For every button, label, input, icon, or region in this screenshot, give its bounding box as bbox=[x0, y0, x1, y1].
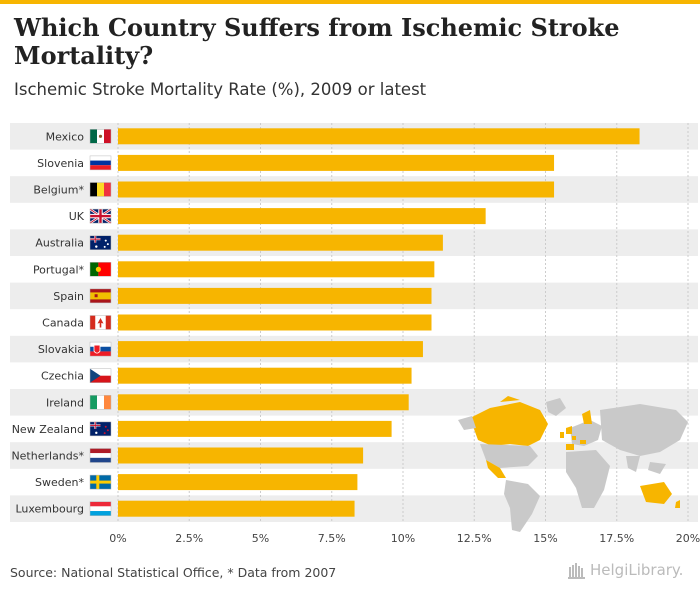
flag-lu-icon bbox=[89, 501, 112, 516]
map-uk bbox=[566, 426, 572, 434]
x-tick-label: 2.5% bbox=[175, 532, 203, 545]
map-iberia bbox=[566, 444, 574, 450]
x-tick-label: 10% bbox=[391, 532, 415, 545]
map-south-america bbox=[504, 480, 540, 532]
category-label: Australia bbox=[35, 237, 84, 250]
flag-mx-icon bbox=[89, 129, 112, 144]
map-southeast-asia bbox=[648, 462, 666, 474]
flag-cz-icon bbox=[89, 368, 112, 383]
map-india bbox=[626, 456, 640, 472]
category-label: New Zealand bbox=[12, 423, 84, 436]
flag-es-icon bbox=[89, 288, 112, 304]
map-central-europe bbox=[580, 440, 586, 444]
flag-be-icon bbox=[89, 182, 112, 197]
bar bbox=[118, 341, 423, 358]
map-ireland bbox=[560, 432, 564, 438]
category-label: Luxembourg bbox=[15, 503, 84, 516]
bar bbox=[118, 234, 443, 251]
bar bbox=[118, 314, 432, 331]
map-canada-islands bbox=[500, 396, 520, 402]
category-label: Belgium* bbox=[33, 184, 84, 197]
map-sweden bbox=[582, 410, 592, 424]
flag-au-icon bbox=[89, 235, 112, 250]
x-tick-label: 15% bbox=[533, 532, 557, 545]
library-icon bbox=[568, 563, 585, 579]
bar bbox=[118, 394, 409, 411]
map-europe bbox=[570, 420, 602, 446]
map-usa bbox=[480, 444, 538, 468]
flag-nz-icon bbox=[89, 421, 112, 437]
flag-se-icon bbox=[89, 474, 112, 490]
flag-sk-icon bbox=[89, 341, 112, 357]
source-note: Source: National Statistical Office, * D… bbox=[10, 565, 337, 580]
bar bbox=[118, 208, 486, 225]
category-label: Slovenia bbox=[37, 157, 84, 170]
map-asia bbox=[600, 404, 688, 456]
bar bbox=[118, 128, 640, 145]
category-label: Netherlands* bbox=[11, 450, 84, 463]
map-greenland bbox=[546, 398, 566, 416]
flag-pt-icon bbox=[89, 262, 112, 277]
category-label: Ireland bbox=[46, 396, 84, 409]
x-tick-label: 12.5% bbox=[457, 532, 492, 545]
x-tick-label: 5% bbox=[252, 532, 269, 545]
bar bbox=[118, 447, 364, 464]
flag-ca-icon bbox=[89, 315, 112, 330]
bar bbox=[118, 154, 555, 171]
category-label: Portugal* bbox=[33, 263, 85, 276]
map-new-zealand bbox=[675, 500, 680, 508]
x-tick-label: 20% bbox=[676, 532, 700, 545]
x-tick-label: 17.5% bbox=[599, 532, 634, 545]
bar bbox=[118, 500, 355, 517]
category-label: Slovakia bbox=[38, 343, 84, 356]
bar bbox=[118, 420, 392, 437]
category-label: Czechia bbox=[41, 370, 84, 383]
map-canada bbox=[470, 402, 548, 446]
top-accent-bar bbox=[0, 0, 700, 4]
flag-ie-icon bbox=[89, 395, 112, 410]
category-label: Mexico bbox=[46, 130, 85, 143]
category-label: UK bbox=[69, 210, 85, 223]
brand-logo: HelgiLibrary. bbox=[568, 561, 683, 579]
category-label: Canada bbox=[42, 317, 84, 330]
map-alaska bbox=[458, 416, 476, 430]
flag-nl-icon bbox=[89, 448, 112, 463]
chart-title: Which Country Suffers from Ischemic Stro… bbox=[14, 13, 620, 70]
bar bbox=[118, 367, 412, 384]
chart-subtitle: Ischemic Stroke Mortality Rate (%), 2009… bbox=[14, 80, 427, 99]
flag-si-icon bbox=[89, 155, 112, 171]
map-mexico bbox=[486, 460, 506, 478]
x-tick-label: 7.5% bbox=[318, 532, 346, 545]
category-label: Sweden* bbox=[35, 476, 84, 489]
x-tick-label: 0% bbox=[109, 532, 126, 545]
map-benelux bbox=[572, 436, 576, 440]
category-label: Spain bbox=[53, 290, 84, 303]
world-map bbox=[458, 396, 688, 532]
bar bbox=[118, 474, 358, 491]
map-australia bbox=[640, 482, 672, 504]
bar bbox=[118, 287, 432, 304]
brand-name: HelgiLibrary. bbox=[590, 561, 684, 579]
flag-uk-icon bbox=[89, 208, 112, 225]
map-africa bbox=[566, 450, 610, 508]
bar bbox=[118, 181, 555, 198]
bar bbox=[118, 261, 435, 278]
